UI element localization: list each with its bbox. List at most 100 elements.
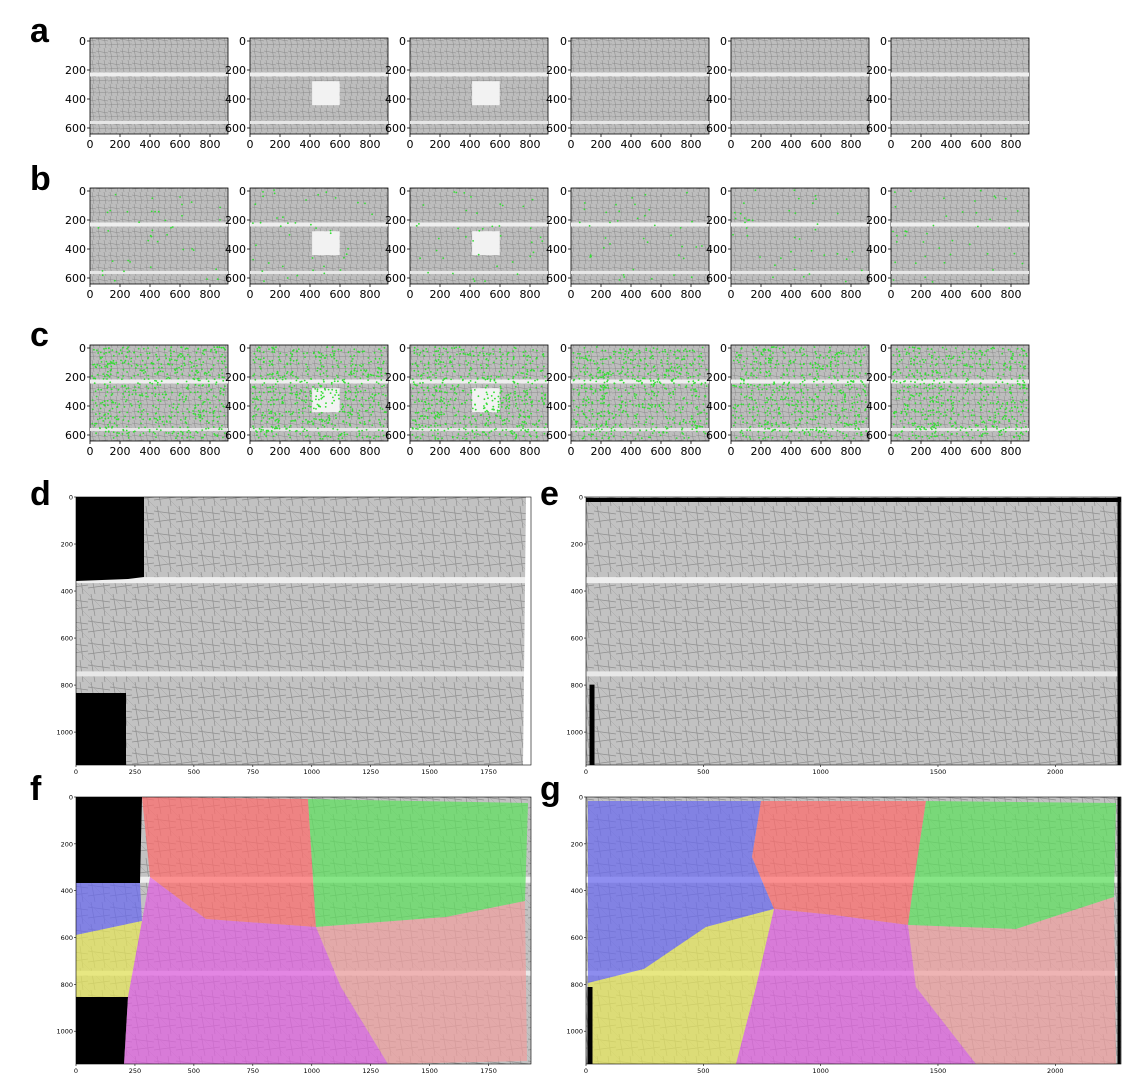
keypoint bbox=[768, 374, 771, 377]
keypoint bbox=[109, 415, 112, 418]
keypoint bbox=[489, 352, 492, 355]
keypoint bbox=[157, 210, 160, 213]
keypoint bbox=[672, 370, 675, 373]
keypoint bbox=[594, 390, 597, 393]
keypoint bbox=[793, 375, 796, 378]
keypoint bbox=[591, 401, 594, 403]
keypoint bbox=[998, 421, 1001, 424]
keypoint bbox=[187, 388, 189, 390]
keypoint bbox=[865, 417, 868, 420]
keypoint bbox=[424, 368, 427, 371]
keypoint bbox=[772, 416, 775, 419]
keypoint bbox=[846, 381, 849, 384]
keypoint bbox=[995, 381, 998, 384]
keypoint bbox=[572, 352, 575, 354]
keypoint bbox=[440, 406, 443, 409]
keypoint bbox=[422, 381, 424, 384]
keypoint bbox=[858, 355, 860, 358]
keypoint bbox=[497, 376, 500, 378]
map-image bbox=[89, 187, 229, 285]
keypoint bbox=[112, 431, 115, 434]
keypoint bbox=[616, 220, 619, 222]
keypoint bbox=[906, 351, 908, 354]
keypoint bbox=[178, 394, 181, 397]
keypoint bbox=[528, 434, 531, 436]
keypoint bbox=[313, 407, 315, 410]
keypoint bbox=[93, 348, 95, 351]
keypoint bbox=[383, 346, 386, 349]
keypoint bbox=[760, 425, 763, 428]
keypoint bbox=[801, 429, 804, 432]
keypoint bbox=[487, 359, 490, 362]
keypoint bbox=[775, 422, 778, 424]
keypoint bbox=[223, 389, 225, 391]
keypoint bbox=[435, 376, 437, 379]
keypoint bbox=[130, 357, 133, 360]
keypoint bbox=[92, 363, 94, 366]
keypoint bbox=[834, 354, 837, 356]
region-green bbox=[308, 799, 528, 927]
keypoint bbox=[430, 379, 432, 382]
keypoint bbox=[184, 399, 187, 401]
keypoint bbox=[1025, 387, 1028, 390]
keypoint bbox=[928, 353, 931, 356]
keypoint bbox=[477, 395, 480, 398]
keypoint bbox=[186, 436, 189, 439]
keypoint bbox=[359, 421, 361, 424]
keypoint bbox=[416, 436, 419, 438]
keypoint bbox=[845, 384, 847, 387]
keypoint bbox=[625, 361, 627, 363]
keypoint bbox=[643, 385, 646, 388]
keypoint bbox=[1016, 210, 1019, 212]
keypoint bbox=[416, 364, 418, 367]
keypoint bbox=[939, 372, 941, 374]
keypoint bbox=[640, 437, 643, 440]
keypoint bbox=[630, 371, 633, 374]
keypoint bbox=[94, 390, 97, 393]
keypoint bbox=[529, 227, 532, 230]
keypoint bbox=[894, 191, 896, 194]
keypoint bbox=[224, 348, 227, 351]
keypoint bbox=[208, 385, 210, 387]
keypoint bbox=[501, 401, 504, 404]
keypoint bbox=[514, 363, 517, 366]
keypoint bbox=[296, 274, 299, 277]
keypoint bbox=[440, 396, 443, 399]
keypoint bbox=[133, 375, 136, 377]
keypoint bbox=[142, 372, 145, 374]
keypoint bbox=[344, 396, 347, 399]
keypoint bbox=[454, 414, 457, 417]
keypoint bbox=[595, 423, 598, 426]
x-tick-label: 800 bbox=[681, 288, 702, 301]
keypoint bbox=[664, 373, 666, 376]
keypoint bbox=[215, 383, 217, 385]
keypoint bbox=[896, 390, 899, 393]
keypoint bbox=[924, 255, 927, 258]
keypoint bbox=[635, 352, 638, 355]
keypoint bbox=[605, 420, 608, 423]
keypoint bbox=[203, 414, 205, 417]
keypoint bbox=[208, 390, 211, 393]
keypoint bbox=[168, 377, 171, 380]
keypoint bbox=[349, 391, 352, 393]
keypoint bbox=[903, 380, 905, 383]
keypoint bbox=[358, 399, 361, 402]
keypoint bbox=[181, 203, 183, 206]
keypoint bbox=[511, 415, 514, 418]
keypoint bbox=[273, 403, 275, 406]
keypoint bbox=[219, 392, 222, 395]
keypoint bbox=[927, 374, 930, 376]
keypoint bbox=[584, 390, 587, 393]
keypoint bbox=[580, 387, 583, 389]
keypoint bbox=[773, 346, 775, 348]
keypoint bbox=[962, 409, 964, 412]
keypoint bbox=[757, 430, 760, 433]
keypoint bbox=[978, 387, 980, 390]
keypoint bbox=[986, 363, 989, 366]
keypoint bbox=[529, 356, 531, 358]
keypoint bbox=[918, 352, 921, 355]
keypoint bbox=[786, 384, 789, 387]
keypoint bbox=[269, 360, 272, 363]
keypoint bbox=[499, 203, 502, 206]
